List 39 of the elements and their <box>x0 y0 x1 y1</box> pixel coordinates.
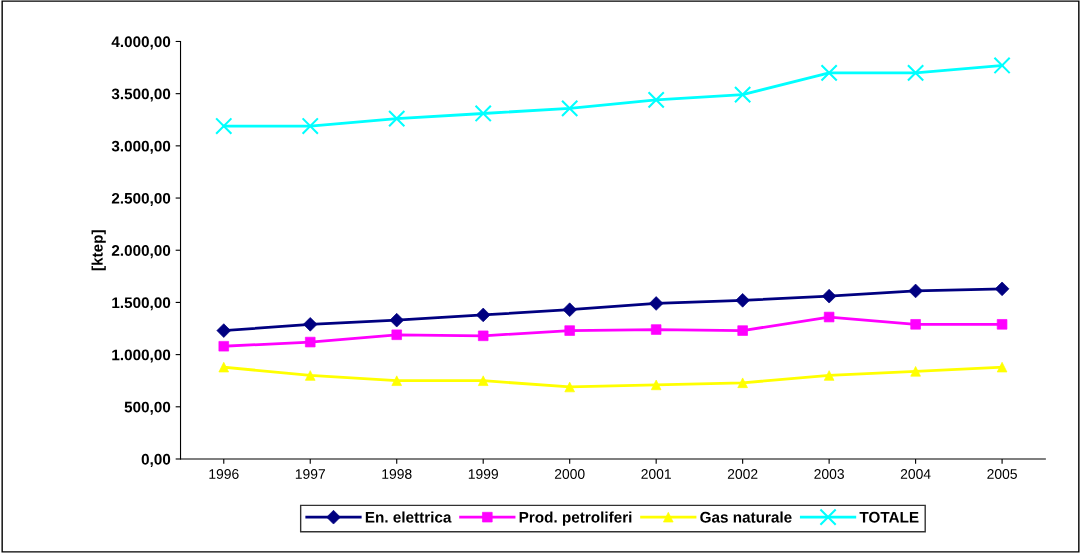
x-tick-label: 2001 <box>641 469 671 479</box>
point <box>478 375 489 386</box>
legend-label: Gas naturale <box>700 511 792 523</box>
y-tick-label: 1.000,00 <box>112 349 171 363</box>
x-tick-label: 2004 <box>900 469 931 479</box>
point <box>478 330 489 342</box>
x-tick-label: 2000 <box>554 469 585 479</box>
point <box>733 86 752 104</box>
legend-label: Prod. petroliferi <box>519 511 632 526</box>
x-tick-label: 2005 <box>987 469 1017 479</box>
point <box>561 99 579 117</box>
point <box>215 117 233 135</box>
y-tick-label: 0,00 <box>141 453 171 467</box>
x-tick-label: 1997 <box>295 469 325 479</box>
point <box>648 296 664 311</box>
x-tick-label: 1999 <box>468 469 498 479</box>
y-axis-title: [ktep] <box>91 230 106 271</box>
point <box>388 110 406 128</box>
x-tick-label: 1998 <box>382 469 412 479</box>
point <box>474 104 492 123</box>
legend-label: En. elettrica <box>365 511 452 523</box>
y-tick-label: 3.500,00 <box>111 88 171 102</box>
point <box>301 117 319 135</box>
point <box>906 64 925 82</box>
point <box>820 64 838 82</box>
point <box>908 283 923 299</box>
y-tick-label: 2.500,00 <box>111 192 171 206</box>
y-tick-label: 2.000,00 <box>111 245 171 259</box>
point <box>993 56 1011 75</box>
point <box>391 329 402 340</box>
x-tick-label: 1996 <box>209 469 239 479</box>
y-tick-label: 3.000,00 <box>111 140 171 154</box>
legend-label: TOTALE <box>859 511 919 523</box>
y-tick-label: 1.500,00 <box>112 297 171 311</box>
point <box>647 91 665 109</box>
y-tick-label: 500,00 <box>124 401 171 415</box>
y-tick-label: 4.000,00 <box>111 36 171 50</box>
x-tick-label: 2002 <box>727 469 758 479</box>
x-tick-label: 2003 <box>814 469 844 479</box>
